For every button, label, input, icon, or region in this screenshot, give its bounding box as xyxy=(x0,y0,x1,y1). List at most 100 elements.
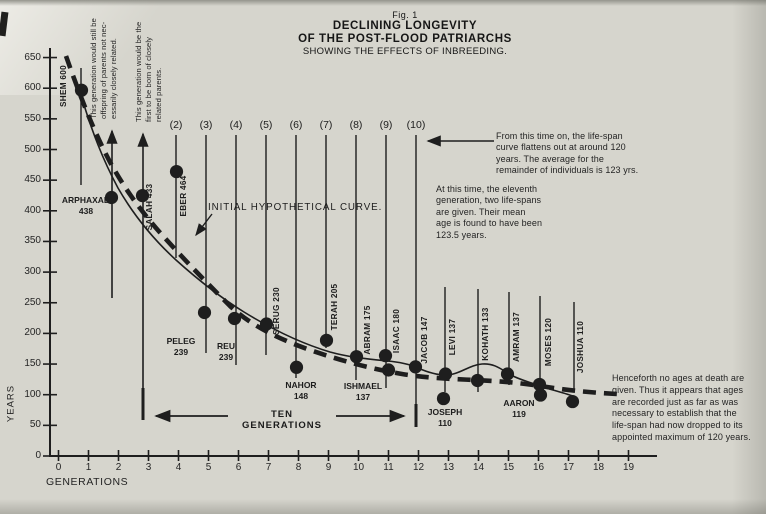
data-point-reu xyxy=(227,311,242,326)
patriarch-label-amram: AMRAM 137 xyxy=(512,312,521,363)
x-tick-label: 1 xyxy=(85,462,92,473)
y-tick-label: 450 xyxy=(24,174,41,186)
patriarch-label-kohath: KOHATH 133 xyxy=(481,307,490,361)
patriarch-label-salah: SALAH 433 xyxy=(145,183,154,231)
y-tick-label: 350 xyxy=(24,235,41,247)
generation-marker-label-7: (7) xyxy=(319,119,333,131)
y-tick-label: 100 xyxy=(24,388,41,400)
figure-number: Fig. 1 xyxy=(392,10,418,20)
x-tick-label: 15 xyxy=(502,462,515,473)
chart-title-line1: DECLINING LONGEVITY xyxy=(332,20,478,32)
patriarch-label-ishmael: ISHMAEL 137 xyxy=(343,381,383,402)
patriarch-label-isaac: ISAAC 180 xyxy=(392,308,401,354)
data-point-isaac xyxy=(378,349,393,363)
patriarch-label-joseph: JOSEPH 110 xyxy=(427,407,463,428)
data-point-peleg xyxy=(197,305,212,320)
x-tick-label: 9 xyxy=(325,462,332,473)
scan-top-edge xyxy=(0,0,766,6)
title-block: Fig. 1 DECLINING LONGEVITY OF THE POST-F… xyxy=(230,10,580,57)
x-tick-label: 13 xyxy=(442,462,455,473)
data-point-serug xyxy=(259,317,274,331)
scan-right-edge xyxy=(732,0,766,514)
x-tick-label: 6 xyxy=(235,462,242,473)
patriarch-label-aaron: AARON 119 xyxy=(503,398,535,419)
x-tick-label: 16 xyxy=(532,462,545,473)
x-tick-label: 3 xyxy=(145,462,152,473)
patriarch-label-joshua: JOSHUA 110 xyxy=(576,320,585,374)
data-point-aaron xyxy=(533,388,548,402)
x-tick-label: 5 xyxy=(205,462,212,473)
annotation-eleventh-note: At this time, the eleventh generation, t… xyxy=(436,184,543,240)
patriarch-label-eber: EBER 464 xyxy=(179,175,188,217)
x-tick-label: 0 xyxy=(55,462,62,473)
data-point-levi xyxy=(438,367,453,381)
data-point-nahor xyxy=(289,360,304,374)
data-point-arphaxad xyxy=(104,190,119,205)
annotation-closely-related-note: This generation would be the first to be… xyxy=(134,21,163,122)
x-axis-title: GENERATIONS xyxy=(46,476,129,488)
generation-marker-label-10: (10) xyxy=(406,119,426,131)
annotation-offspring-note: This generation would still be offspring… xyxy=(89,18,118,119)
y-tick-label: 400 xyxy=(24,204,41,216)
y-tick-label: 500 xyxy=(24,143,41,155)
y-tick-label: 550 xyxy=(24,112,41,124)
x-tick-label: 11 xyxy=(383,462,394,473)
data-point-ishmael xyxy=(381,363,396,377)
y-tick-label: 250 xyxy=(24,296,41,308)
x-tick-label: 4 xyxy=(175,462,182,473)
patriarch-label-moses: MOSES 120 xyxy=(544,317,553,367)
x-tick-label: 7 xyxy=(265,462,272,473)
x-tick-label: 14 xyxy=(472,462,485,473)
patriarch-label-serug: SERUG 230 xyxy=(272,287,281,335)
data-point-kohath xyxy=(470,373,485,388)
patriarch-label-peleg: PELEG 239 xyxy=(166,336,196,357)
annotation-henceforth-note: Henceforth no ages at death are given. T… xyxy=(612,373,751,442)
data-point-amram xyxy=(500,367,515,381)
patriarch-label-abram: ABRAM 175 xyxy=(363,305,372,355)
chart-subtitle: SHOWING THE EFFECTS OF INBREEDING. xyxy=(302,46,508,57)
patriarch-label-arphaxad: ARPHAXAD 438 xyxy=(61,195,111,216)
ten-generations-label: TEN GENERATIONS xyxy=(242,409,322,431)
x-tick-label: 12 xyxy=(412,462,425,473)
data-point-salah xyxy=(135,188,150,203)
y-tick-label: 0 xyxy=(35,450,41,461)
y-tick-label: 50 xyxy=(29,419,41,431)
patriarch-label-nahor: NAHOR 148 xyxy=(285,380,317,401)
y-tick-label: 600 xyxy=(24,82,41,94)
data-point-terah xyxy=(319,333,334,347)
chart-title-line2: OF THE POST-FLOOD PATRIARCHS xyxy=(298,32,512,45)
generation-marker-label-8: (8) xyxy=(349,119,363,131)
y-tick-label: 300 xyxy=(24,266,41,278)
x-tick-label: 10 xyxy=(352,462,365,473)
y-tick-label: 150 xyxy=(24,358,41,370)
data-point-shem xyxy=(74,83,89,97)
y-tick-label: 650 xyxy=(24,51,41,63)
x-tick-label: 8 xyxy=(295,462,302,473)
data-point-moses xyxy=(532,377,547,392)
patriarch-label-levi: LEVI 137 xyxy=(448,318,457,356)
generation-marker-label-5: (5) xyxy=(259,119,273,131)
patriarch-label-terah: TERAH 205 xyxy=(330,283,339,331)
generation-marker-label-6: (6) xyxy=(289,119,303,131)
generation-marker-label-9: (9) xyxy=(379,119,393,131)
scan-highlight xyxy=(0,0,170,95)
actual-lifespan-dashed-curve xyxy=(63,55,618,397)
patriarch-label-shem: SHEM 600 xyxy=(59,65,68,107)
x-tick-label: 2 xyxy=(115,462,122,473)
data-point-joshua xyxy=(565,394,580,409)
x-tick-label: 19 xyxy=(622,462,635,473)
generation-marker-label-4: (4) xyxy=(229,119,243,131)
x-tick-label: 17 xyxy=(562,462,575,473)
data-point-eber xyxy=(169,164,184,179)
initial-curve-pointer-arrow xyxy=(195,213,213,237)
x-tick-label: 18 xyxy=(592,462,605,473)
annotation-flatten-note: From this time on, the life-span curve f… xyxy=(496,131,639,176)
y-tick-label: 200 xyxy=(24,327,41,339)
scan-bottom-shadow xyxy=(0,499,766,514)
initial-hypothetical-curve-label: INITIAL HYPOTHETICAL CURVE. xyxy=(208,202,383,213)
data-point-abram xyxy=(349,350,364,364)
generation-marker-label-2: (2) xyxy=(169,119,183,131)
patriarch-label-jacob: JACOB 147 xyxy=(420,316,429,364)
